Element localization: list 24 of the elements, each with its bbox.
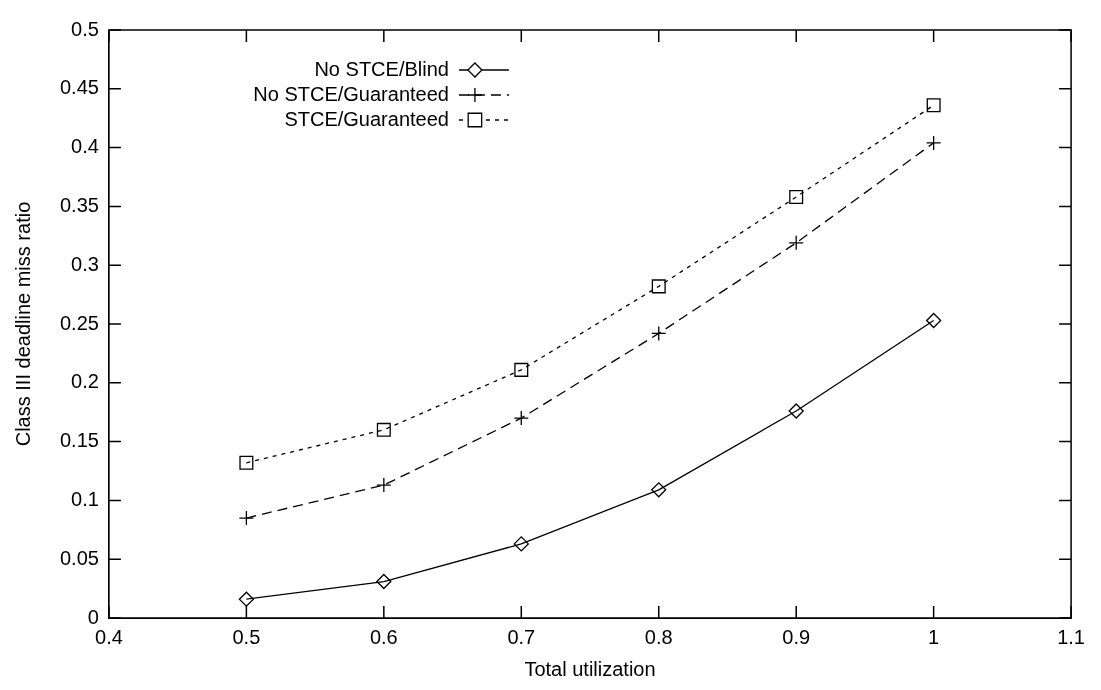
y-tick-label: 0.5 <box>71 17 99 40</box>
y-tick-label: 0.05 <box>59 546 99 569</box>
x-tick-label: 0.4 <box>95 625 123 648</box>
y-axis-title: Class III deadline miss ratio <box>11 201 34 447</box>
x-tick-label: 0.8 <box>644 625 673 648</box>
y-tick-label: 0.3 <box>71 252 99 275</box>
x-tick-label: 1.1 <box>1057 625 1085 648</box>
y-tick-label: 0.15 <box>59 429 99 452</box>
x-tick-label: 0.7 <box>507 625 536 648</box>
y-tick-label: 0.1 <box>71 487 99 510</box>
y-tick-label: 0.35 <box>59 193 99 216</box>
y-tick-label: 0.25 <box>59 311 99 334</box>
y-tick-label: 0 <box>87 605 99 628</box>
x-tick-label: 0.5 <box>232 625 261 648</box>
x-tick-label: 0.9 <box>782 625 811 648</box>
x-tick-label: 0.6 <box>369 625 398 648</box>
legend-label: STCE/Guaranteed <box>284 107 449 130</box>
x-axis-title: Total utilization <box>524 657 656 680</box>
y-tick-label: 0.4 <box>71 135 99 158</box>
x-tick-label: 1 <box>928 625 940 648</box>
legend-label: No STCE/Guaranteed <box>253 82 449 105</box>
legend-label: No STCE/Blind <box>314 57 449 80</box>
y-tick-label: 0.45 <box>59 76 99 99</box>
y-tick-label: 0.2 <box>71 370 99 393</box>
